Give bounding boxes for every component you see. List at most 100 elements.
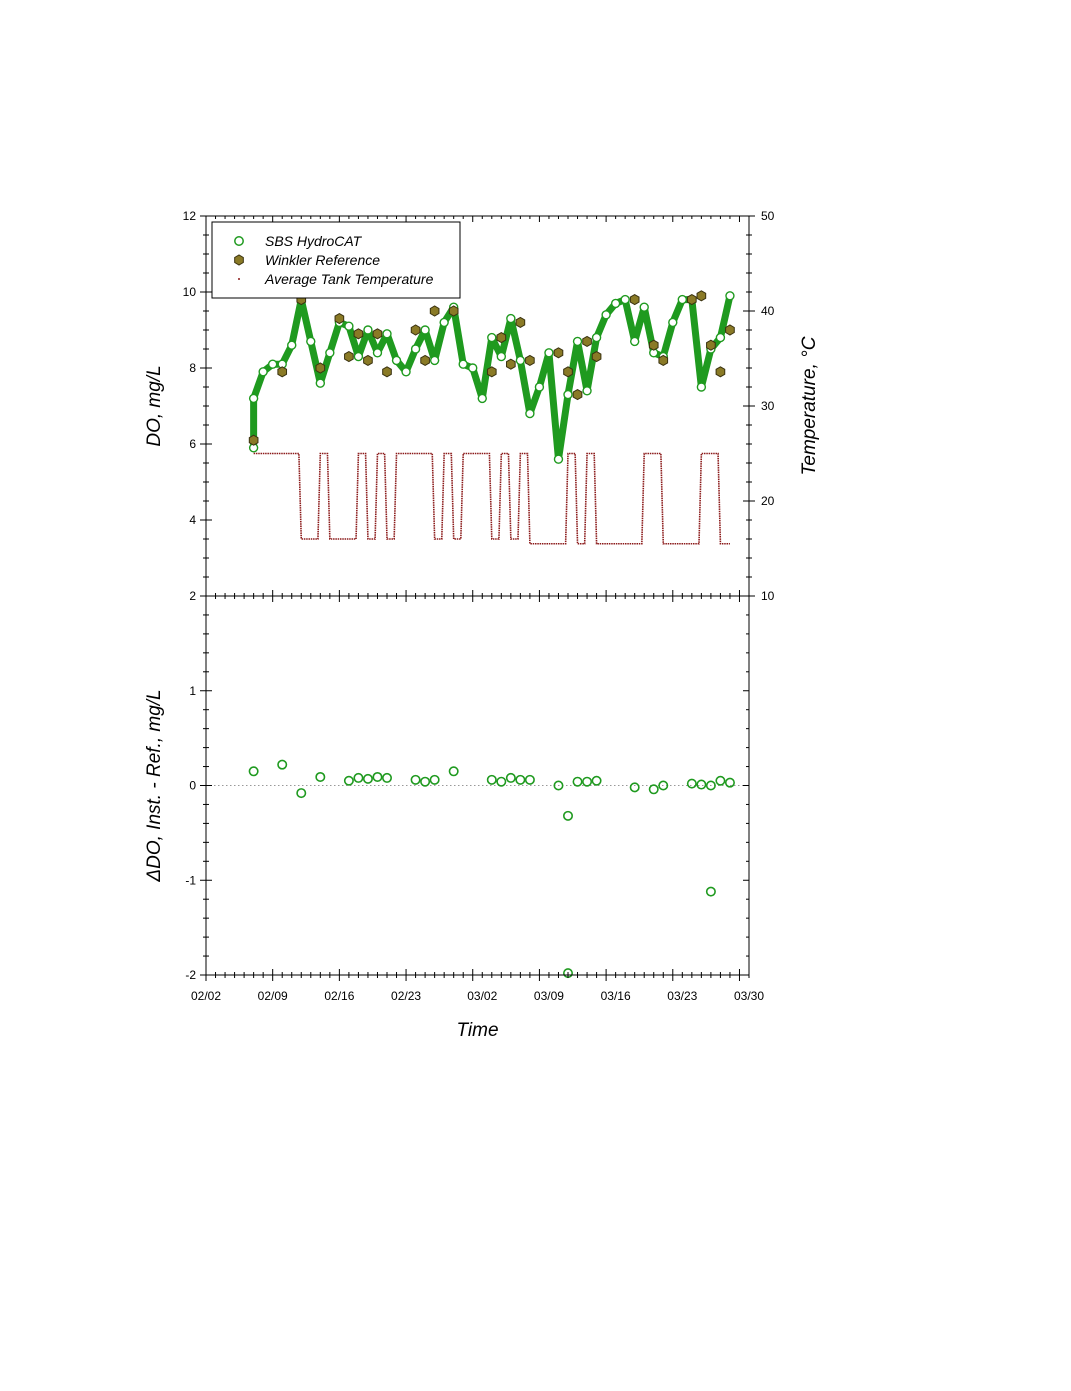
bottom-left-tick-label: 0: [189, 779, 196, 793]
hydrocat-point: [267, 359, 278, 369]
hydrocat-point: [553, 454, 564, 464]
hydrocat-point: [677, 294, 688, 305]
hydrocat-point: [534, 382, 545, 392]
delta-do-point: [505, 772, 516, 783]
top-right-tick-label: 50: [761, 209, 775, 223]
winkler-point: [410, 324, 421, 336]
delta-do-point: [381, 772, 392, 783]
hydrocat-point: [372, 348, 383, 358]
winkler-point: [563, 366, 573, 378]
x-tick-label: 03/09: [534, 989, 564, 1003]
hydrocat-point: [610, 298, 621, 309]
x-tick-label: 02/23: [391, 989, 421, 1003]
x-tick-label: 03/16: [601, 989, 631, 1003]
winkler-point: [334, 313, 345, 325]
x-tick-label: 02/16: [324, 989, 354, 1003]
hydrocat-point: [715, 332, 726, 343]
bottom-left-tick-label: -1: [185, 873, 196, 887]
winkler-point: [648, 339, 659, 351]
winkler-point: [725, 324, 735, 336]
hydrocat-point: [544, 348, 554, 358]
delta-do-point: [496, 776, 507, 787]
hydrocat-point: [353, 351, 364, 362]
hydrocat-point: [391, 355, 402, 366]
winkler-point: [372, 328, 383, 340]
delta-do-point: [515, 774, 526, 785]
x-tick-label: 03/23: [667, 989, 697, 1003]
winkler-point: [715, 366, 726, 378]
top-right-tick-label: 40: [761, 304, 775, 318]
hydrocat-point: [496, 351, 507, 362]
hydrocat-point: [363, 325, 373, 335]
delta-do-point: [248, 766, 259, 777]
hydrocat-point: [525, 408, 535, 419]
top-right-tick-label: 10: [761, 589, 775, 603]
winkler-point: [344, 351, 354, 363]
winkler-point: [486, 366, 497, 378]
hydrocat-point: [401, 367, 411, 377]
right-y-axis-title: Temperature, °C: [799, 336, 820, 475]
delta-do-point: [705, 780, 716, 791]
winkler-point: [525, 354, 535, 366]
hydrocat-point: [668, 317, 678, 328]
hydrocat-point: [725, 291, 735, 301]
hydrocat-point: [420, 325, 430, 335]
hydrocat-point: [410, 344, 421, 354]
winkler-point: [553, 347, 564, 359]
bottom-left-tick-label: 1: [189, 684, 196, 698]
x-tick-label: 03/02: [467, 989, 497, 1003]
winkler-point: [429, 305, 440, 317]
winkler-point: [382, 366, 392, 378]
delta-do-point: [562, 810, 573, 821]
hydrocat-point: [572, 336, 583, 347]
delta-do-point: [315, 771, 326, 782]
bottom-y-axis-title: ΔDO, Inst. - Ref., mg/L: [144, 689, 165, 882]
hydrocat-point: [258, 367, 268, 377]
delta-do-point: [553, 780, 564, 791]
delta-do-point: [629, 782, 640, 793]
winkler-point: [315, 362, 326, 374]
hydrocat-point: [315, 378, 326, 388]
hydrocat-point: [696, 382, 707, 392]
legend-box: [211, 221, 461, 299]
winkler-point: [629, 294, 640, 306]
top-left-tick-label: 6: [189, 437, 196, 451]
winkler-point: [448, 305, 459, 317]
hydrocat-point: [439, 317, 449, 328]
hydrocat-point: [601, 310, 611, 320]
hydrocat-point: [248, 393, 259, 404]
winkler-point: [353, 328, 364, 340]
hydrocat-point: [477, 393, 487, 404]
legend-marker-winkler: [234, 254, 244, 266]
winkler-point: [248, 434, 259, 446]
hydrocat-point: [591, 332, 602, 343]
top-left-tick-label: 4: [189, 513, 196, 527]
delta-do-point: [410, 774, 421, 785]
hydrocat-point: [325, 348, 335, 358]
delta-do-point: [715, 775, 726, 786]
winkler-point: [420, 354, 430, 366]
hydrocat-point: [582, 386, 592, 396]
delta-do-point: [372, 771, 383, 782]
top-right-tick-label: 30: [761, 399, 775, 413]
winkler-point: [706, 339, 716, 351]
top-left-tick-label: 12: [183, 209, 197, 223]
x-tick-label: 02/02: [191, 989, 221, 1003]
hydrocat-point: [468, 363, 478, 373]
legend-marker-hydrocat: [234, 236, 244, 246]
hydrocat-point: [620, 294, 630, 305]
winkler-point: [687, 294, 697, 306]
x-axis-title: Time: [456, 1020, 498, 1041]
delta-do-point: [277, 759, 288, 770]
delta-do-point: [429, 774, 440, 785]
delta-do-point: [686, 778, 697, 789]
top-left-tick-label: 8: [189, 361, 196, 375]
hydrocat-point: [515, 355, 526, 366]
delta-do-point: [705, 886, 716, 897]
delta-do-point: [420, 776, 431, 787]
delta-do-point: [353, 772, 364, 783]
legend-label: Winkler Reference: [265, 252, 380, 268]
winkler-point: [591, 351, 602, 363]
